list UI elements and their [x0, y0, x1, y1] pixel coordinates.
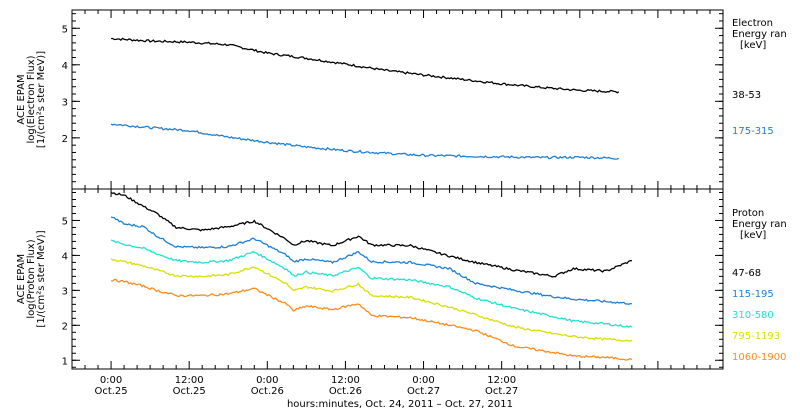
y-tick-label: 4 — [62, 61, 68, 72]
series-line-115-195 — [110, 216, 632, 305]
legend-title-line: [keV] — [740, 40, 766, 51]
x-tick-time-label: 0:00 — [256, 375, 278, 386]
legend-title-line: Energy ran — [732, 219, 787, 230]
x-tick-date-label: Oct.25 — [173, 386, 206, 397]
series-line-1060-1900 — [110, 278, 633, 361]
legend-title-line: Proton — [732, 208, 764, 219]
legend-entry: 175-315 — [732, 126, 774, 137]
x-tick-date-label: Oct.26 — [329, 386, 362, 397]
legend-title-line: Electron — [732, 18, 773, 29]
x-tick-time-label: 12:00 — [487, 375, 516, 386]
x-tick-date-label: Oct.26 — [251, 386, 284, 397]
legend-title-line: [keV] — [740, 230, 766, 241]
time-x-axis: 0:00Oct.2512:00Oct.250:00Oct.2612:00Oct.… — [71, 10, 724, 397]
y-axis-label-line: log(Electron Flux) — [26, 55, 37, 143]
x-tick-time-label: 0:00 — [100, 375, 122, 386]
x-tick-date-label: Oct.25 — [94, 386, 127, 397]
legend-title-line: Energy ran — [732, 29, 787, 40]
y-tick-label: 3 — [62, 97, 68, 108]
y-tick-label: 2 — [62, 134, 68, 145]
series-line-47-68 — [110, 192, 632, 278]
y-tick-label: 2 — [62, 321, 68, 332]
legend-entry: 1060-1900 — [732, 352, 787, 363]
x-tick-time-label: 12:00 — [331, 375, 360, 386]
legend-entry: 38-53 — [732, 90, 761, 101]
y-tick-label: 4 — [62, 251, 68, 262]
x-tick-time-label: 0:00 — [412, 375, 434, 386]
x-tick-date-label: Oct.27 — [407, 386, 440, 397]
y-axis-label-line: [1/(cm²s ster MeV)] — [36, 230, 47, 327]
legend-entry: 47-68 — [732, 268, 761, 279]
x-tick-time-label: 12:00 — [175, 375, 204, 386]
y-tick-label: 5 — [62, 216, 68, 227]
x-tick-date-label: Oct.27 — [485, 386, 518, 397]
x-axis-label: hours:minutes, Oct. 24, 2011 – Oct. 27, … — [287, 399, 513, 410]
y-tick-label: 1 — [62, 356, 68, 367]
y-tick-label: 3 — [62, 286, 68, 297]
y-axis-label-line: [1/(cm²s ster MeV)] — [36, 51, 47, 148]
y-axis-label-line: log(Proton Flux) — [26, 239, 37, 318]
series-line-795-1193 — [110, 258, 632, 342]
y-axis-label-line: ACE EPAM — [16, 254, 27, 304]
legend-entry: 115-195 — [732, 289, 774, 300]
legend-entry: 310-580 — [732, 310, 774, 321]
series-line-38-53 — [111, 37, 620, 94]
legend-entry: 795-1193 — [732, 331, 780, 342]
y-axis-label-line: ACE EPAM — [16, 74, 27, 124]
series-line-310-580 — [110, 239, 633, 329]
y-tick-label: 5 — [62, 24, 68, 35]
series-line-175-315 — [110, 123, 620, 160]
proton-flux-panel: 1 2 3 4 5 ACE EPAM log(Proton Flux) [1/(cm²s st… — [16, 188, 787, 370]
